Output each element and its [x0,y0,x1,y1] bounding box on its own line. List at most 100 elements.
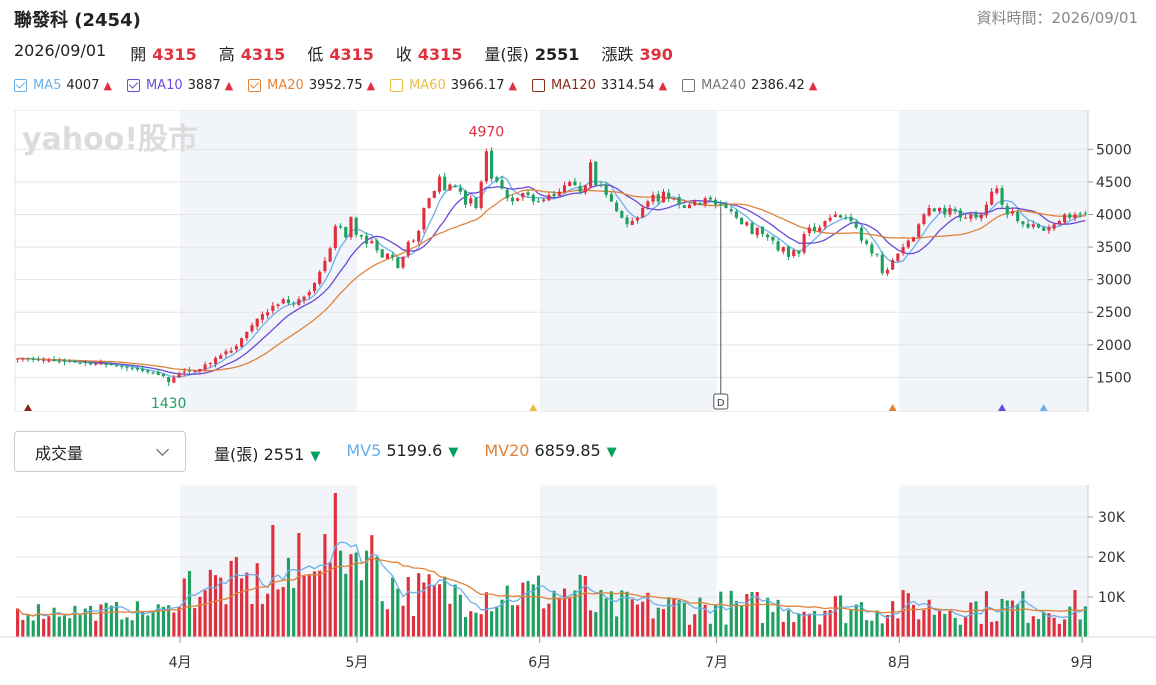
volume-bar [484,592,488,637]
candle-body [526,192,530,195]
checkbox-icon[interactable] [126,79,140,92]
volume-bar [760,623,765,637]
volume-bar [901,590,905,637]
candle-body [786,246,791,257]
volume-bar [385,609,389,637]
up-arrow-icon: ▲ [103,79,112,92]
indicator-select[interactable]: 成交量 [14,431,186,472]
volume-bar [932,614,936,637]
low-value: 4315 [329,45,374,64]
candle-body [354,217,358,235]
price-tick-label: 2500 [1096,305,1132,321]
volume-bar [1031,616,1035,637]
candle-body [16,358,20,360]
candle-body [250,325,254,332]
volume-bar [703,604,707,637]
volume-bar [630,599,634,637]
volume-bar [1000,598,1004,637]
volume-bar [198,596,202,637]
candle-body [781,247,785,252]
volume-bar [161,606,166,637]
ma-name: MA10 [145,78,183,93]
volume-bar [417,573,421,637]
ma-legend-item-ma20[interactable]: MA20 3952.75 ▲ [248,78,375,93]
volume-bar [833,596,837,637]
candle-body [370,241,374,244]
volume-bar [391,577,395,637]
candle-body [620,211,624,218]
candle-body [1057,221,1061,225]
candle-body [948,207,952,215]
volume-bar [1026,622,1030,637]
ma-legend: MA5 4007 ▲ MA10 3887 ▲ MA20 3952.75 ▲ MA60 3966.17… [14,78,832,93]
candle-body [422,207,426,230]
mv5-value: 5199.6 [386,441,443,460]
checkbox-icon[interactable] [531,79,545,92]
high-label: 高 [218,45,235,64]
candle-body [505,189,509,199]
volume-bar [167,605,171,637]
candle-body [417,230,421,242]
volume-bar [896,618,900,637]
candle-body [630,221,634,225]
volume-bar [859,602,863,637]
volume-bar [1036,619,1041,637]
volume-bar [734,600,738,637]
candle-body [552,193,556,197]
candle-body [932,208,936,212]
candle-body [760,226,765,235]
volume-chart[interactable]: 10K 20K 30K 4月 5月 6月 7月 8月 9月 [0,485,1156,685]
checkbox-icon[interactable] [248,79,262,92]
ma-legend-item-ma60[interactable]: MA60 3966.17 ▲ [390,78,517,93]
candle-body [729,209,733,212]
ma-legend-item-ma10[interactable]: MA10 3887 ▲ [126,78,233,93]
volume-bar [78,614,82,637]
candle-body [807,227,811,234]
candle-body [307,292,311,296]
volume-bar [463,616,468,637]
volume-bar [682,602,686,637]
candle-body [156,372,160,375]
candle-body [490,150,494,179]
volume-bar [47,616,51,637]
event-triangle-icon [998,404,1007,411]
month-label: 7月 [705,655,728,671]
candle-body [917,224,921,238]
volume-bar [510,605,514,637]
volume-bar [94,620,98,637]
candle-body [198,368,202,372]
candle-body [557,191,561,196]
candle-body [26,358,30,360]
volume-bar [740,605,744,637]
candle-body [271,305,275,311]
volume-bar [885,615,890,637]
volume-bar [297,533,301,637]
checkbox-icon[interactable] [682,79,696,92]
ma-legend-item-ma120[interactable]: MA120 3314.54 ▲ [531,78,667,93]
candle-body [937,207,942,212]
candle-body [672,198,676,200]
mv20-label: MV20 [484,441,530,460]
ma-legend-item-ma5[interactable]: MA5 4007 ▲ [14,78,112,93]
volume-bar [687,624,692,637]
volume-bar [135,601,139,637]
checkbox-icon[interactable] [390,79,404,92]
volume-bar [224,604,228,637]
volume-bar [609,591,613,637]
ma-legend-item-ma240[interactable]: MA240 2386.42 ▲ [682,78,817,93]
volume-bar [401,605,405,637]
volume-bar [536,575,541,637]
volume-bar [344,573,348,637]
candle-body [833,214,837,217]
checkbox-icon[interactable] [14,79,27,92]
volume-tick-label: 30K [1098,510,1126,526]
volume-bar [359,580,363,637]
candle-body [510,197,514,202]
candle-body [474,198,478,208]
candle-body [844,217,848,219]
candle-body [141,369,145,371]
price-chart[interactable]: 1500 2000 2500 3000 3500 4000 4500 5000 yahoo!股市… [0,110,1156,412]
event-triangle-icon [529,404,538,411]
candle-body [578,185,582,192]
volume-bar [255,563,259,637]
